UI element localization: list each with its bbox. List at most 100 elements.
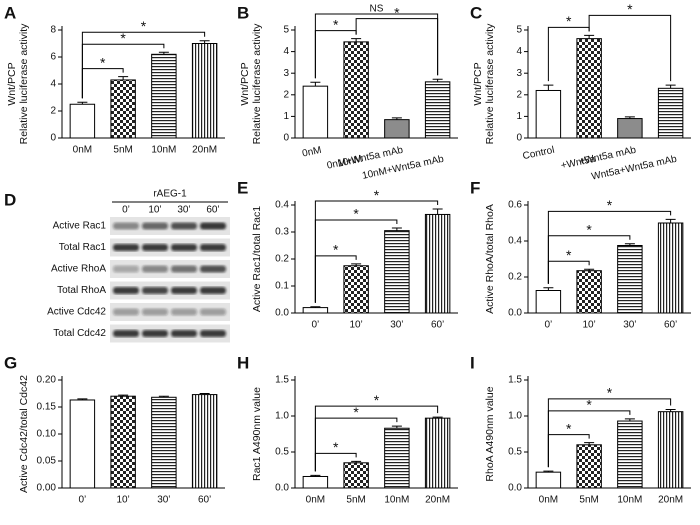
bar: [110, 79, 136, 139]
bar: [343, 462, 369, 489]
error-bar: [77, 101, 88, 105]
y-tick-label: 0.1: [275, 281, 289, 292]
error-bar: [118, 76, 129, 80]
blot-strip: [110, 238, 230, 257]
y-tick-label: 4: [283, 46, 289, 57]
y-tick-label: 0.5: [508, 447, 522, 458]
panel-letter: I: [470, 353, 475, 372]
x-tick-label: 0’: [78, 495, 86, 506]
significance-label: *: [141, 18, 147, 34]
y-tick-label: 1.5: [508, 375, 522, 386]
bar: [191, 43, 218, 139]
bar: [657, 222, 684, 314]
error-bar: [391, 425, 402, 429]
blot-band: [171, 330, 197, 337]
y-tick-label: 0.3: [275, 227, 289, 238]
blot-band: [200, 222, 226, 230]
error-bar: [351, 460, 362, 463]
x-tick-label: 60’: [431, 320, 444, 331]
y-tick-label: 0.0: [275, 483, 289, 494]
x-tick-label: 10nM: [337, 154, 364, 170]
bar: [424, 81, 451, 139]
y-axis-label: Relative luciferase activity: [251, 23, 263, 145]
significance-label: *: [566, 247, 572, 263]
bar: [657, 411, 684, 489]
x-tick-label: 10nM: [384, 495, 409, 506]
x-tick-label: Control: [522, 145, 556, 162]
error-bar: [199, 393, 210, 395]
panel-letter: C: [470, 3, 482, 22]
y-axis-label: Active Cdc42/total Cdc42: [18, 375, 30, 493]
y-tick-label: 4: [50, 79, 56, 90]
y-tick-label: 0.10: [37, 429, 57, 440]
error-bar: [77, 398, 88, 400]
error-bar: [310, 81, 321, 87]
significance-label: *: [607, 197, 613, 213]
x-tick-label: 0’: [311, 320, 319, 331]
significance-label: *: [333, 16, 339, 32]
y-tick-label: 0.15: [37, 402, 57, 413]
y-tick-label: 1: [516, 111, 522, 122]
bar: [302, 475, 329, 489]
panel-letter: G: [4, 353, 17, 372]
row-label: Active Cdc42: [47, 307, 106, 318]
y-tick-label: 1.5: [275, 375, 289, 386]
significance-label: *: [374, 392, 380, 408]
blot-band: [142, 244, 168, 251]
bar: [617, 118, 643, 139]
bar: [343, 265, 369, 314]
x-tick-label: 0nM: [306, 495, 325, 506]
blot-band: [142, 265, 168, 273]
significance-label: *: [374, 187, 380, 203]
x-tick-label: 5nM: [346, 495, 365, 506]
x-tick-label: 30’: [390, 320, 403, 331]
blot-strip: [110, 281, 230, 300]
blot-band: [171, 265, 197, 273]
significance-label: *: [586, 221, 592, 237]
error-bar: [543, 287, 554, 291]
row-label: Active RhoA: [51, 264, 106, 275]
bar: [657, 87, 684, 139]
significance-label: *: [586, 397, 592, 413]
blot-strip: [110, 217, 230, 235]
blot-strip: [110, 303, 230, 321]
blot-band: [142, 308, 168, 316]
y-tick-label: 0: [516, 133, 522, 144]
x-tick-label: 10’: [349, 320, 362, 331]
blot-strip: [110, 324, 230, 343]
x-tick-label: 60’: [664, 320, 677, 331]
x-tick-label: 30’: [623, 320, 636, 331]
bar: [617, 245, 643, 314]
y-axis-label: Wnt/PCP: [472, 62, 484, 105]
x-tick-label: 0nM: [301, 145, 322, 160]
x-tick-label: 0nM: [539, 495, 558, 506]
significance-label: *: [607, 385, 613, 401]
y-tick-label: 0.2: [508, 272, 522, 283]
x-tick-label: 20nM: [192, 145, 217, 156]
lane-label: 60’: [206, 205, 219, 216]
y-tick-label: 3: [283, 68, 289, 79]
significance-label: *: [353, 404, 359, 420]
error-bar: [665, 409, 676, 412]
significance-bracket: [81, 31, 206, 99]
y-tick-label: 3: [516, 68, 522, 79]
error-bar: [432, 78, 443, 82]
blot-band: [200, 330, 226, 337]
x-tick-label: 30’: [157, 495, 170, 506]
y-tick-label: 0.0: [275, 308, 289, 319]
significance-label: *: [100, 54, 106, 70]
bar: [617, 420, 643, 489]
y-axis-label: Relative luciferase activity: [484, 23, 496, 145]
y-tick-label: 2: [283, 89, 289, 100]
bar: [535, 290, 562, 314]
panel-letter: H: [237, 353, 249, 372]
error-bar: [432, 416, 443, 419]
error-bar: [624, 243, 635, 246]
significance-label: *: [566, 420, 572, 436]
significance-bracket: [314, 405, 439, 472]
error-bar: [310, 474, 321, 477]
bar: [151, 53, 177, 139]
significance-bracket: [547, 398, 672, 468]
